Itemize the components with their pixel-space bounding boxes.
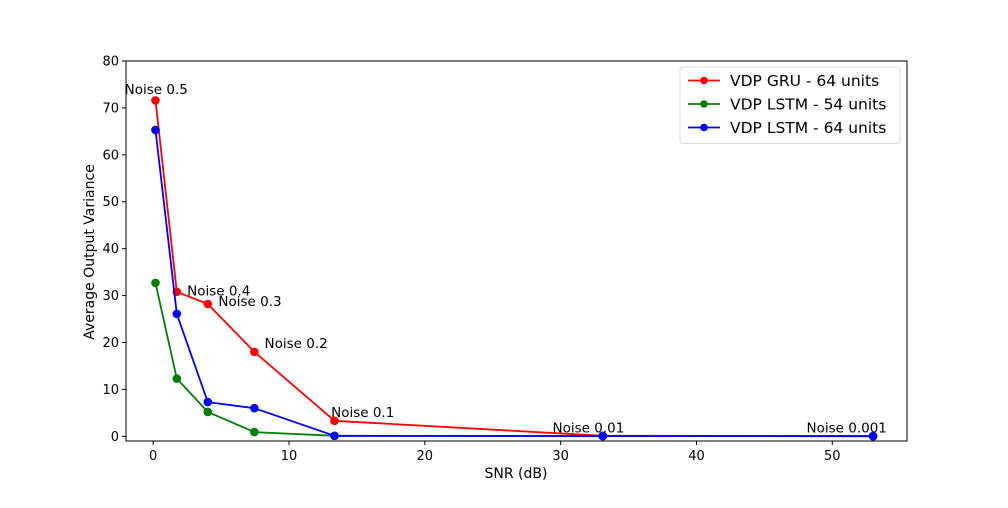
x-axis-label: SNR (dB)	[485, 466, 548, 482]
y-tick-label: 10	[102, 383, 119, 398]
series-3	[151, 125, 878, 441]
x-tick-label: 30	[552, 449, 569, 464]
y-tick-label: 70	[102, 101, 119, 116]
legend-layer: VDP GRU - 64 units VDP LSTM - 54 units VDP…	[679, 66, 901, 144]
series-point	[203, 397, 213, 407]
x-tick-label: 0	[149, 449, 157, 464]
series-point	[868, 431, 878, 441]
y-tick-label: 0	[111, 430, 119, 445]
series-point	[250, 427, 259, 437]
series-point	[250, 347, 259, 357]
annotation-label: Noise 0.2	[265, 336, 328, 352]
legend-marker	[700, 76, 708, 85]
legend-label: VDP GRU - 64 units	[730, 72, 879, 90]
series-point	[151, 96, 160, 105]
y-axis-label: Average Output Variance	[82, 164, 98, 340]
series-point	[203, 299, 213, 309]
x-tick-label: 50	[824, 449, 841, 464]
y-tick-label: 60	[102, 148, 119, 163]
y-tick-label: 20	[102, 336, 119, 351]
series-line	[154, 100, 874, 438]
series-point	[330, 431, 339, 441]
legend-item: VDP GRU - 64 units	[688, 72, 879, 90]
x-tick-label: 10	[281, 449, 298, 464]
annotation-label: Noise 0.4	[187, 284, 250, 300]
legend-marker	[700, 123, 708, 132]
annotation-label: Noise 0.1	[331, 405, 394, 421]
series-point	[250, 403, 259, 413]
y-tick-label: 50	[102, 195, 119, 210]
y-tick-label: 80	[102, 55, 119, 70]
series-point	[151, 278, 160, 288]
annotation-label: Noise 0.3	[218, 294, 281, 310]
legend-box	[679, 66, 901, 144]
series-point	[172, 374, 182, 383]
series-line	[154, 129, 874, 438]
series-layer	[151, 96, 878, 441]
legend-label: VDP LSTM - 64 units	[730, 119, 886, 137]
series-point	[172, 309, 182, 319]
y-tick-label: 40	[102, 242, 119, 257]
series-point	[203, 407, 213, 417]
annotation-label: Noise 0.5	[125, 82, 188, 98]
series-point	[598, 431, 608, 441]
legend-item: VDP LSTM - 54 units	[688, 96, 886, 114]
plot-frame	[125, 60, 908, 442]
annotation-label: Noise 0.01	[552, 421, 624, 437]
x-tick-label: 20	[417, 449, 434, 464]
annotation-label: Noise 0.001	[806, 421, 886, 437]
axes-layer: 0 10 20 30 40 50 0 10 20 30 40 50 60 70 80	[102, 55, 908, 464]
legend-label: VDP LSTM - 54 units	[730, 96, 886, 114]
x-tick-label: 40	[688, 449, 705, 464]
legend-marker	[700, 100, 708, 108]
series-point	[330, 416, 339, 426]
series-point	[151, 125, 160, 135]
series-1	[151, 96, 878, 441]
legend-item: VDP LSTM - 64 units	[688, 119, 886, 137]
y-tick-label: 30	[102, 289, 119, 304]
